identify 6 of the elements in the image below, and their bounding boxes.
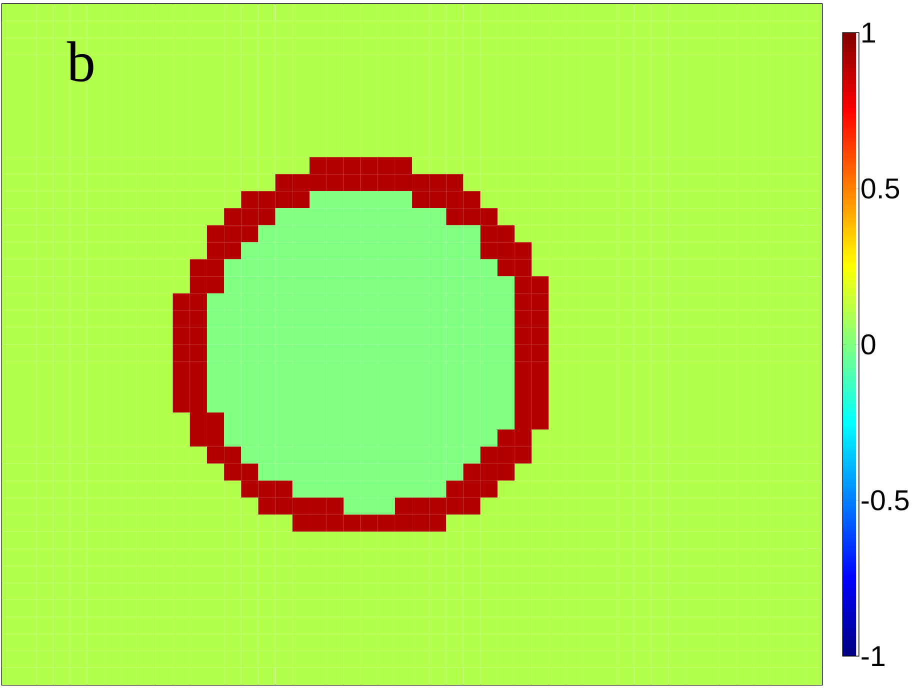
color-bar-label: 0	[862, 334, 876, 355]
color-bar-label: 1	[862, 22, 875, 43]
annotation: b	[66, 41, 94, 82]
color-bar-label: 0.5	[862, 178, 900, 199]
color-bar-label: -1	[862, 646, 885, 666]
color-bar-label: -0.5	[862, 490, 909, 511]
